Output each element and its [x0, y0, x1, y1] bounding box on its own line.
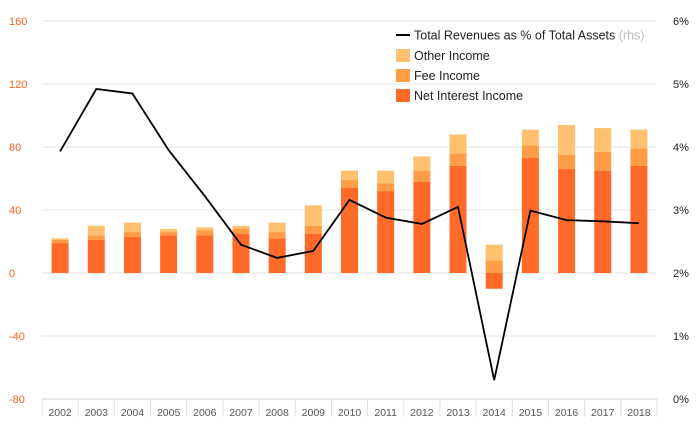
bar-fee-income-2003: [87, 235, 105, 240]
legend-swatch: [396, 49, 410, 62]
bar-other-income-2005: [160, 228, 178, 233]
bar-fee-income-2014: [485, 260, 503, 273]
bar-fee-income-2002: [51, 239, 69, 244]
y-left-tick-label: -80: [9, 394, 25, 406]
x-tick-label: 2018: [627, 407, 651, 419]
x-tick-label: 2005: [157, 407, 181, 419]
legend-label: Net Interest Income: [414, 89, 523, 103]
legend-entry-fee-income: Fee Income: [396, 69, 480, 83]
bar-fee-income-2010: [341, 180, 358, 188]
y-left-tick-label: 40: [9, 205, 21, 217]
bar-fee-income-2006: [196, 230, 214, 236]
bar-fee-income-2004: [123, 232, 141, 237]
bar-other-income-2003: [87, 225, 105, 236]
bar-net-interest-income-2016: [558, 169, 576, 273]
legend-swatch: [396, 69, 410, 82]
legend-rhs-note: (rhs): [619, 29, 645, 43]
legend-label-total-revenues: Total Revenues as % of Total Assets (rhs…: [414, 29, 644, 43]
revenue-ratio-line: [59, 88, 639, 381]
x-tick-label: 2003: [85, 407, 109, 419]
x-tick-label: 2014: [483, 407, 507, 419]
legend-label: Fee Income: [414, 69, 480, 83]
bar-net-interest-income-2014: [485, 273, 503, 289]
x-tick-label: 2006: [193, 407, 217, 419]
bar-net-interest-income-2004: [123, 236, 141, 273]
x-tick-label: 2011: [374, 407, 397, 419]
bar-net-interest-income-2002: [51, 243, 69, 273]
y-right-tick-label: 6%: [673, 16, 689, 28]
legend-entry-total-revenues: Total Revenues as % of Total Assets (rhs…: [396, 29, 644, 43]
bar-other-income-2002: [51, 238, 69, 240]
bar-net-interest-income-2012: [413, 181, 431, 273]
legend-label: Other Income: [414, 49, 490, 63]
x-tick-label: 2012: [410, 407, 434, 419]
bar-net-interest-income-2007: [232, 233, 250, 273]
x-tick-label: 2010: [338, 407, 362, 419]
x-tick-label: 2013: [446, 407, 470, 419]
bar-other-income-2014: [485, 244, 503, 261]
legend-swatch: [396, 89, 410, 102]
y-right-tick-label: 4%: [673, 142, 689, 154]
x-tick-label: 2004: [121, 407, 145, 419]
bar-net-interest-income-2018: [630, 165, 648, 273]
bar-other-income-2008: [268, 222, 286, 233]
x-tick-label: 2007: [229, 407, 253, 419]
y-right-tick-label: 1%: [673, 331, 689, 343]
bar-fee-income-2016: [558, 154, 576, 170]
bar-fee-income-2017: [594, 151, 612, 171]
revenue-ratio-line-path: [59, 88, 639, 381]
bar-fee-income-2011: [377, 183, 395, 192]
legend-entry-other-income: Other Income: [396, 49, 490, 63]
bar-other-income-2013: [449, 134, 467, 154]
y-left-tick-label: -40: [9, 331, 25, 343]
bar-fee-income-2012: [413, 170, 431, 182]
x-tick-label: 2008: [265, 407, 289, 419]
bar-fee-income-2005: [160, 232, 178, 236]
y-right-tick-label: 3%: [673, 205, 689, 217]
y-left-tick-label: 160: [9, 16, 27, 28]
x-tick-label: 2015: [519, 407, 543, 419]
x-tick-label: 2002: [48, 407, 72, 419]
bar-net-interest-income-2003: [87, 239, 105, 273]
bar-other-income-2011: [377, 170, 395, 184]
bar-fee-income-2018: [630, 148, 648, 166]
bar-net-interest-income-2013: [449, 165, 467, 273]
x-tick-label: 2009: [302, 407, 326, 419]
y-right-tick-label: 2%: [673, 268, 689, 280]
legend: Total Revenues as % of Total Assets (rhs…: [396, 29, 644, 103]
bar-net-interest-income-2005: [160, 235, 178, 273]
bar-net-interest-income-2009: [304, 233, 322, 273]
bar-other-income-2015: [521, 129, 539, 146]
bar-other-income-2010: [341, 170, 358, 181]
y-left-tick-label: 120: [9, 79, 27, 91]
bar-other-income-2017: [594, 128, 612, 152]
bar-other-income-2012: [413, 156, 431, 171]
bar-fee-income-2015: [521, 145, 539, 159]
bar-net-interest-income-2010: [341, 187, 358, 273]
bar-fee-income-2013: [449, 153, 467, 166]
bar-net-interest-income-2015: [521, 158, 539, 273]
bar-fee-income-2008: [268, 232, 286, 239]
axes: 160 120 80 40 0 -40 -80 6% 5% 4% 3% 2% 1% 0% 2002 2003 2…: [9, 16, 689, 419]
x-tick-label: 2016: [555, 407, 579, 419]
bars: [51, 124, 648, 289]
y-left-tick-label: 0: [9, 268, 15, 280]
bar-other-income-2016: [558, 124, 576, 155]
bar-net-interest-income-2008: [268, 238, 286, 273]
bar-other-income-2004: [123, 222, 141, 233]
y-right-tick-label: 0%: [673, 394, 689, 406]
bar-fee-income-2007: [232, 228, 250, 234]
bar-fee-income-2009: [304, 225, 322, 234]
bar-other-income-2006: [196, 227, 214, 231]
bar-net-interest-income-2006: [196, 235, 214, 273]
y-right-tick-label: 5%: [673, 79, 689, 91]
y-left-tick-label: 80: [9, 142, 21, 154]
legend-entry-net-interest-income: Net Interest Income: [396, 89, 523, 103]
bar-other-income-2018: [630, 129, 648, 149]
x-tick-label: 2017: [591, 407, 615, 419]
bar-other-income-2009: [304, 205, 322, 226]
bar-net-interest-income-2011: [377, 191, 395, 273]
bar-other-income-2007: [232, 225, 250, 229]
